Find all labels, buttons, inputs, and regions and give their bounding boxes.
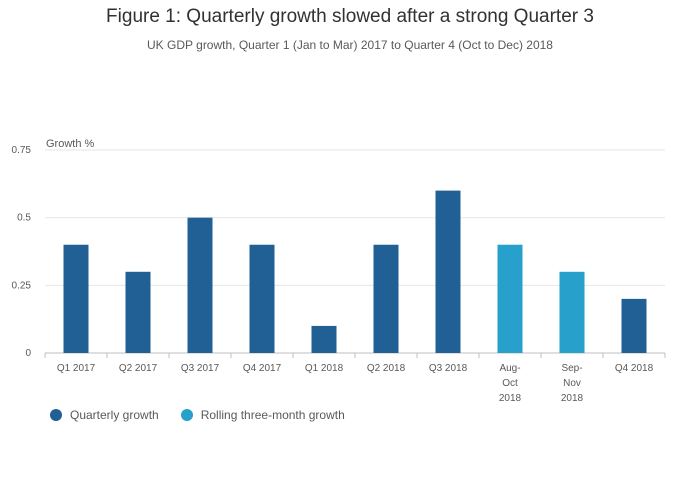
x-tick-label-line: Nov	[563, 378, 581, 389]
x-tick-label-line: Aug-	[499, 363, 520, 374]
y-tick-label: 0.25	[12, 280, 32, 291]
bar	[621, 298, 647, 353]
bar	[187, 217, 213, 353]
legend-swatch-quarterly	[50, 409, 62, 421]
y-tick-label: 0.5	[17, 213, 31, 224]
x-tick-label: Sep- Nov 2018	[561, 363, 584, 404]
x-tick-label-line: Sep-	[561, 363, 582, 374]
x-tick-label-line: Q1 2017	[57, 363, 96, 374]
legend-swatch-rolling	[180, 409, 193, 421]
legend-item-rolling[interactable]: Rolling three-month growth	[180, 408, 345, 422]
chart-title: Figure 1: Quarterly growth slowed after …	[106, 6, 594, 27]
x-tick-label: Q3 2017	[181, 363, 220, 374]
x-tick-label-line: Q4 2018	[615, 363, 654, 374]
bar	[373, 244, 399, 353]
y-tick-label: 0	[25, 348, 31, 359]
x-tick-label-line: Q2 2018	[367, 363, 406, 374]
x-tick-label: Q4 2017	[243, 363, 282, 374]
x-tick-label: Q1 2018	[305, 363, 344, 374]
bar	[559, 271, 585, 353]
x-tick-label-line: Q1 2018	[305, 363, 344, 374]
x-tick-label: Aug- Oct 2018	[499, 363, 522, 404]
bar	[63, 244, 89, 353]
y-tick-label: 0.75	[12, 145, 32, 156]
legend: Quarterly growth Rolling three-month gro…	[50, 408, 345, 422]
bar	[497, 244, 523, 353]
legend-label-rolling: Rolling three-month growth	[200, 408, 345, 422]
bar	[435, 190, 461, 353]
legend-item-quarterly[interactable]: Quarterly growth	[50, 408, 159, 422]
x-tick-label-line: 2018	[561, 393, 584, 404]
x-tick-label-line: Oct	[502, 378, 518, 389]
chart-subtitle: UK GDP growth, Quarter 1 (Jan to Mar) 20…	[147, 38, 553, 52]
bar	[311, 325, 337, 353]
x-tick-label: Q2 2017	[119, 363, 158, 374]
y-axis-label: Growth %	[46, 138, 95, 150]
x-tick-label: Q4 2018	[615, 363, 654, 374]
x-tick-label: Q2 2018	[367, 363, 406, 374]
legend-label-quarterly: Quarterly growth	[70, 408, 159, 422]
bar	[125, 271, 151, 353]
x-tick-label: Q3 2018	[429, 363, 468, 374]
x-tick-label: Q1 2017	[57, 363, 96, 374]
x-tick-label-line: Q3 2017	[181, 363, 220, 374]
x-tick-label-line: Q3 2018	[429, 363, 468, 374]
x-tick-label-line: Q4 2017	[243, 363, 282, 374]
bar	[249, 244, 275, 353]
x-tick-label-line: Q2 2017	[119, 363, 158, 374]
x-tick-label-line: 2018	[499, 393, 522, 404]
